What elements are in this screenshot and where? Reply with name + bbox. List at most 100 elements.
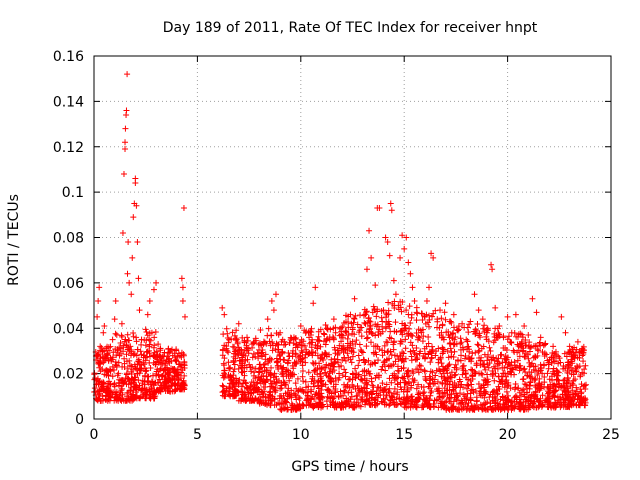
data-point (292, 380, 299, 387)
data-point (483, 329, 490, 336)
data-point (385, 307, 392, 314)
data-point (344, 335, 351, 342)
y-tick-label: 0.14 (53, 94, 84, 110)
data-point (390, 390, 397, 397)
data-point (344, 344, 351, 351)
data-point (485, 338, 492, 345)
data-point (157, 359, 164, 366)
data-point (330, 363, 337, 370)
data-point (518, 331, 525, 338)
data-point (266, 389, 273, 396)
data-point (393, 329, 400, 336)
data-point (394, 363, 401, 370)
data-point (399, 298, 406, 305)
data-point (442, 399, 449, 406)
data-point (466, 348, 473, 355)
data-point (178, 275, 185, 282)
data-point (469, 350, 476, 357)
data-point (572, 376, 579, 383)
data-point (390, 346, 397, 353)
data-point (273, 376, 280, 383)
data-point (388, 335, 395, 342)
data-point (225, 349, 232, 356)
data-point (562, 329, 569, 336)
data-point (385, 299, 392, 306)
data-point (570, 391, 577, 398)
data-point (305, 369, 312, 376)
data-point (175, 371, 182, 378)
data-point (494, 360, 501, 367)
data-point (484, 351, 491, 358)
data-point (324, 386, 331, 393)
data-point (546, 376, 553, 383)
data-point (394, 389, 401, 396)
data-point (141, 361, 148, 368)
data-point (291, 371, 298, 378)
data-point (162, 366, 169, 373)
y-tick-label: 0.02 (53, 367, 84, 383)
data-point (415, 334, 422, 341)
data-point (381, 361, 388, 368)
data-point (136, 365, 143, 372)
data-point (401, 322, 408, 329)
y-axis-label: ROTI / TECUs (6, 194, 22, 286)
data-point (326, 377, 333, 384)
data-point (399, 331, 406, 338)
data-point (250, 379, 257, 386)
data-point (147, 337, 154, 344)
data-point (407, 270, 414, 277)
data-point (267, 383, 274, 390)
data-point (221, 373, 228, 380)
data-point (245, 345, 252, 352)
data-point (443, 405, 450, 412)
data-point (299, 367, 306, 374)
data-point (290, 390, 297, 397)
data-point (505, 406, 512, 413)
data-point (309, 359, 316, 366)
data-point (233, 336, 240, 343)
data-point (524, 389, 530, 396)
data-point (473, 361, 480, 368)
data-point (304, 388, 311, 395)
data-point (353, 396, 360, 403)
data-point (144, 353, 151, 360)
data-point (238, 348, 245, 355)
data-point (107, 381, 114, 388)
data-point (321, 331, 328, 338)
data-point (448, 369, 455, 376)
data-point (350, 349, 357, 356)
data-point (151, 334, 158, 341)
data-point (314, 371, 321, 378)
data-point (366, 400, 373, 407)
data-point (401, 373, 408, 380)
data-point (284, 360, 291, 367)
data-point (571, 395, 578, 402)
data-point (119, 395, 126, 402)
data-point (564, 385, 571, 392)
data-point (95, 351, 102, 358)
data-point (529, 360, 536, 367)
data-point (573, 388, 580, 395)
data-point (425, 340, 432, 347)
data-point (526, 368, 533, 375)
data-point (133, 338, 140, 345)
data-point (577, 371, 584, 378)
data-point (541, 373, 548, 380)
data-point (241, 339, 248, 346)
data-point (118, 350, 125, 357)
data-point (447, 345, 454, 352)
data-point (545, 361, 552, 368)
data-point (430, 310, 437, 317)
data-point (413, 329, 420, 336)
data-point (395, 368, 402, 375)
data-point (366, 227, 373, 234)
data-point (128, 291, 135, 298)
data-point (493, 334, 500, 341)
data-point (432, 352, 439, 359)
data-point (515, 385, 522, 392)
data-point (484, 399, 491, 406)
data-point (458, 405, 465, 412)
grid-lines (94, 56, 611, 419)
data-point (161, 385, 168, 392)
data-point (387, 200, 394, 207)
